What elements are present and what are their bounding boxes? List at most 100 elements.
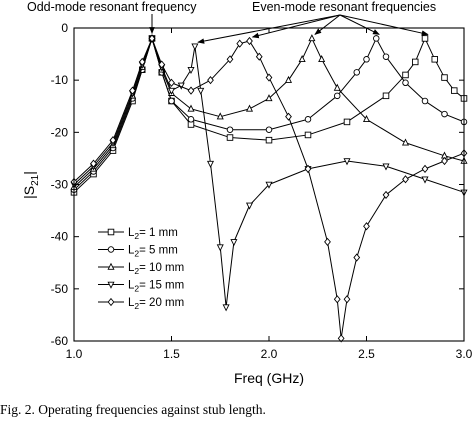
legend-label-rest: = 10 mm bbox=[139, 262, 184, 274]
data-point bbox=[421, 97, 429, 105]
data-point bbox=[245, 202, 254, 210]
legend-label-main: L bbox=[128, 297, 135, 309]
legend-label-main: L bbox=[128, 245, 135, 257]
legend-marker bbox=[107, 262, 115, 270]
legend-label-rest: = 15 mm bbox=[139, 280, 184, 292]
y-axis-title-end: | bbox=[21, 171, 37, 175]
legend-label: L2= 20 mm bbox=[128, 297, 184, 311]
data-point bbox=[441, 110, 448, 118]
data-point bbox=[421, 35, 429, 42]
x-tick-label: 3.0 bbox=[456, 347, 473, 361]
series-2 bbox=[70, 35, 468, 193]
data-point bbox=[206, 160, 215, 168]
series-line bbox=[73, 37, 465, 339]
x-tick-label: 2.5 bbox=[358, 347, 375, 361]
data-point bbox=[226, 55, 234, 64]
legend-label-main: L bbox=[128, 227, 135, 239]
data-point bbox=[401, 138, 410, 146]
data-point bbox=[402, 79, 409, 87]
data-point bbox=[363, 222, 370, 231]
data-point bbox=[333, 295, 341, 304]
data-point bbox=[187, 66, 195, 75]
data-point bbox=[265, 126, 273, 133]
data-point bbox=[363, 56, 370, 63]
legend-marker bbox=[107, 297, 115, 307]
data-point bbox=[333, 83, 341, 91]
x-tick-label: 2.0 bbox=[261, 347, 278, 361]
data-point bbox=[337, 334, 345, 343]
y-tick-label: -50 bbox=[51, 282, 69, 296]
legend-label-main: L bbox=[128, 262, 135, 274]
series-line bbox=[73, 37, 465, 191]
series-line bbox=[73, 37, 465, 193]
y-axis-ticks: 0 -10 -20 -30 -40 -50 -60 bbox=[51, 21, 464, 348]
data-point bbox=[362, 114, 371, 123]
x-axis-ticks: 1.0 1.5 2.0 2.5 3.0 bbox=[66, 28, 473, 361]
data-point bbox=[168, 78, 175, 87]
legend-label-sub: 2 bbox=[134, 301, 139, 311]
legend-marker bbox=[107, 281, 115, 289]
data-point bbox=[308, 34, 316, 42]
data-point bbox=[216, 112, 224, 120]
data-point bbox=[265, 73, 273, 82]
data-point bbox=[451, 87, 458, 94]
data-point bbox=[402, 175, 409, 184]
data-point bbox=[441, 74, 448, 81]
data-point bbox=[216, 244, 224, 252]
y-axis-title: |S21| bbox=[21, 171, 41, 199]
y-tick-label: 0 bbox=[61, 21, 68, 35]
data-point bbox=[334, 92, 341, 100]
data-point bbox=[246, 36, 253, 46]
series-line bbox=[73, 37, 465, 188]
data-point bbox=[265, 94, 273, 102]
data-point bbox=[265, 136, 273, 144]
legend-label: L2= 15 mm bbox=[128, 280, 184, 294]
data-point bbox=[285, 112, 292, 121]
data-point bbox=[226, 126, 234, 133]
data-point bbox=[382, 53, 390, 60]
data-point bbox=[382, 163, 390, 171]
series-layer bbox=[70, 34, 468, 343]
data-point bbox=[298, 54, 306, 63]
data-point bbox=[109, 136, 117, 145]
y-tick-label: -40 bbox=[51, 230, 69, 244]
data-point bbox=[167, 87, 176, 95]
data-point bbox=[129, 86, 136, 95]
data-point bbox=[441, 156, 448, 166]
data-point bbox=[382, 190, 390, 200]
data-point bbox=[265, 181, 273, 189]
y-axis-title-main: |S bbox=[21, 186, 37, 199]
even-mode-arrow bbox=[314, 14, 341, 35]
legend-label: L2= 10 mm bbox=[128, 262, 184, 276]
data-point bbox=[343, 295, 351, 304]
data-point bbox=[382, 92, 390, 100]
data-point bbox=[207, 76, 214, 85]
annotation-arrows bbox=[149, 14, 429, 44]
data-point bbox=[421, 176, 429, 184]
data-point bbox=[304, 131, 312, 139]
even-mode-arrow bbox=[339, 14, 380, 35]
data-point bbox=[187, 104, 195, 112]
legend-label-rest: = 5 mm bbox=[139, 245, 178, 257]
odd-mode-annotation: Odd-mode resonant frequency bbox=[27, 0, 197, 14]
legend-label: L2= 5 mm bbox=[128, 245, 178, 259]
data-point bbox=[158, 60, 166, 69]
data-point bbox=[90, 159, 97, 168]
data-point bbox=[168, 97, 175, 105]
data-point bbox=[255, 52, 263, 61]
y-tick-label: -10 bbox=[51, 73, 69, 87]
data-point bbox=[402, 71, 409, 79]
data-point bbox=[148, 34, 156, 43]
legend-item: L2= 10 mm bbox=[98, 262, 184, 276]
x-axis-title: Freq (GHz) bbox=[234, 370, 304, 386]
y-tick-label: -20 bbox=[51, 125, 69, 139]
data-point bbox=[245, 104, 254, 112]
data-point bbox=[353, 253, 361, 262]
legend-label-sub: 2 bbox=[134, 266, 139, 276]
data-point bbox=[412, 58, 419, 66]
data-point bbox=[187, 121, 195, 128]
series-3 bbox=[70, 34, 468, 190]
legend-label-sub: 2 bbox=[134, 284, 139, 294]
y-axis-title-sub: 21 bbox=[30, 174, 41, 186]
